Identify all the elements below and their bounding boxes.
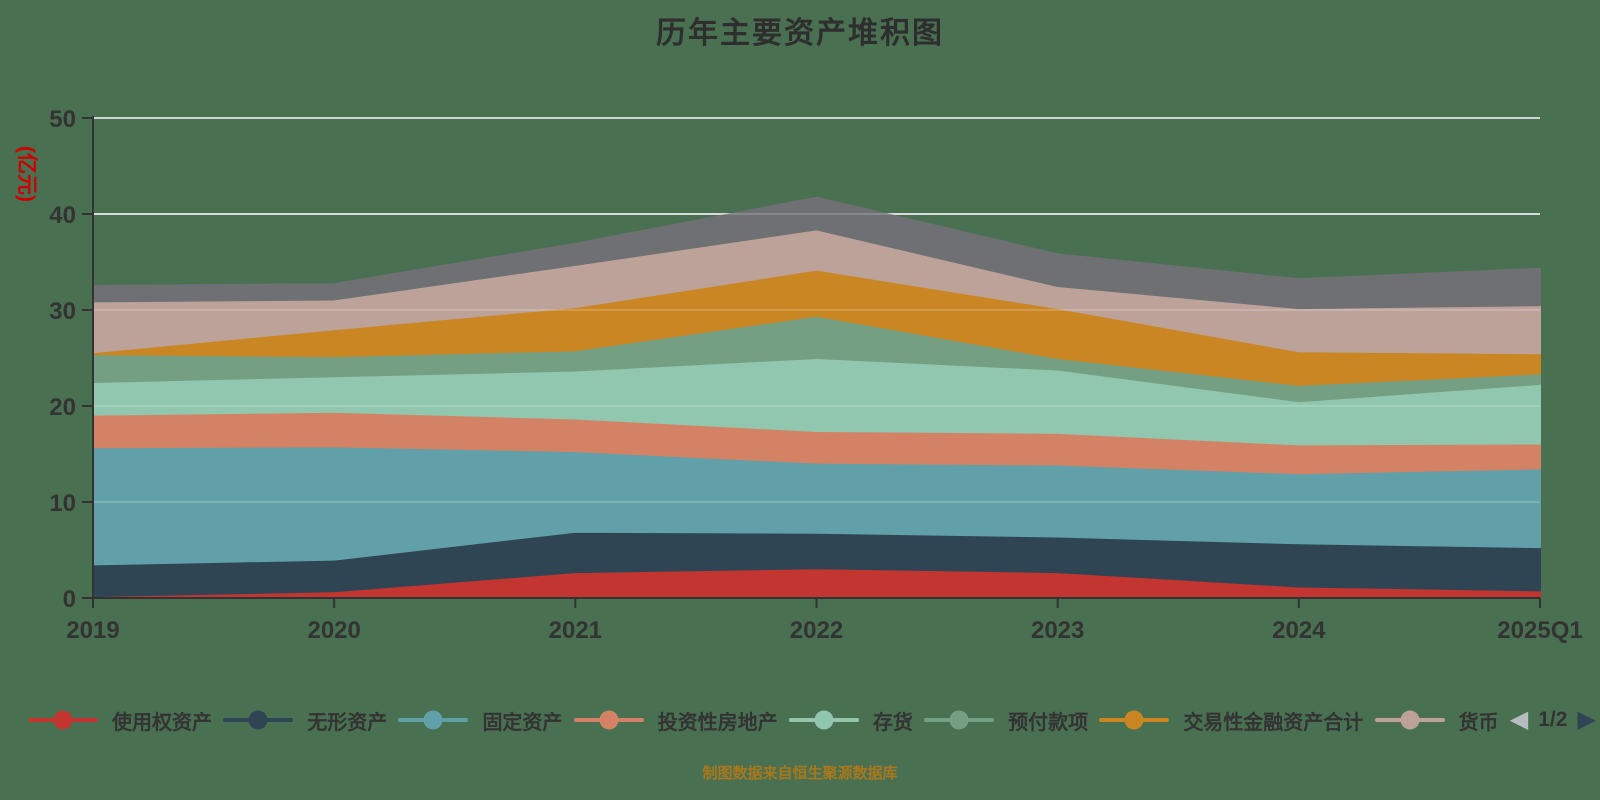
legend-line-icon bbox=[28, 710, 98, 730]
legend-item-4[interactable]: 投资性房地产 bbox=[573, 706, 778, 735]
y-axis-tick-label: 30 bbox=[49, 298, 76, 325]
x-axis-tick-label: 2021 bbox=[549, 617, 602, 644]
legend: 使用权资产 无形资产 固定资产 投资性房地产 存货 预付款项 交易性金融资产合计 货币 ◀ 1… bbox=[28, 700, 1596, 740]
legend-dot-icon bbox=[814, 710, 834, 730]
y-axis-tick-label: 50 bbox=[49, 106, 76, 133]
legend-dot-icon bbox=[599, 710, 619, 730]
legend-line-icon bbox=[573, 710, 644, 730]
axes bbox=[82, 116, 1541, 608]
chart-title: 历年主要资产堆积图 bbox=[656, 17, 944, 50]
legend-dot-icon bbox=[53, 710, 73, 730]
legend-label: 投资性房地产 bbox=[657, 711, 778, 734]
x-axis-tick-label: 2024 bbox=[1272, 617, 1326, 644]
legend-line-icon bbox=[1099, 710, 1170, 730]
legend-item-6[interactable]: 预付款项 bbox=[924, 706, 1088, 735]
legend-label: 交易性金融资产合计 bbox=[1183, 711, 1364, 734]
legend-item-1[interactable]: 使用权资产 bbox=[28, 706, 212, 735]
y-axis-tick-label: 20 bbox=[49, 394, 76, 421]
legend-dot-icon bbox=[248, 710, 268, 730]
legend-line-icon bbox=[398, 710, 469, 730]
legend-label: 货币 bbox=[1458, 711, 1499, 734]
stacked-area-chart: 0 10 20 30 40 50 2019 2020 2021 2022 2023 2024 2025Q… bbox=[49, 106, 1582, 644]
legend-item-2[interactable]: 无形资产 bbox=[223, 706, 387, 735]
axis-labels: 0 10 20 30 40 50 2019 2020 2021 2022 2023 2024 2025Q… bbox=[49, 106, 1582, 644]
legend-line-icon bbox=[223, 710, 294, 730]
x-axis-tick-label: 2023 bbox=[1031, 617, 1084, 644]
legend-label: 使用权资产 bbox=[112, 711, 212, 734]
legend-prev-icon[interactable]: ◀ bbox=[1509, 706, 1529, 733]
legend-page-indicator: 1/2 bbox=[1538, 708, 1568, 731]
legend-dot-icon bbox=[423, 710, 443, 730]
series-areas bbox=[92, 196, 1541, 599]
legend-item-7[interactable]: 交易性金融资产合计 bbox=[1099, 706, 1363, 735]
legend-label: 无形资产 bbox=[307, 711, 388, 734]
legend-item-8[interactable]: 货币 bbox=[1374, 706, 1499, 735]
legend-item-5[interactable]: 存货 bbox=[788, 706, 913, 735]
series-area-9[interactable] bbox=[92, 196, 1541, 310]
legend-item-3[interactable]: 固定资产 bbox=[398, 706, 562, 735]
gridline-overlays bbox=[93, 213, 1540, 503]
legend-dot-icon bbox=[1124, 710, 1144, 730]
x-axis-tick-label: 2025Q1 bbox=[1497, 617, 1582, 644]
legend-label: 预付款项 bbox=[1008, 711, 1089, 734]
legend-line-icon bbox=[1374, 710, 1445, 730]
legend-line-icon bbox=[924, 710, 995, 730]
legend-dot-icon bbox=[949, 710, 969, 730]
legend-label: 固定资产 bbox=[482, 711, 563, 734]
data-source-note: 制图数据来自恒生聚源数据库 bbox=[702, 765, 898, 782]
legend-line-icon bbox=[788, 710, 859, 730]
legend-pager: ◀ 1/2 ▶ bbox=[1510, 708, 1596, 732]
x-axis-tick-label: 2022 bbox=[790, 617, 843, 644]
legend-next-icon[interactable]: ▶ bbox=[1577, 706, 1596, 733]
y-axis-tick-label: 40 bbox=[49, 202, 76, 229]
legend-dot-icon bbox=[1400, 710, 1420, 730]
x-axis-tick-label: 2020 bbox=[307, 617, 360, 644]
y-axis-tick-label: 0 bbox=[63, 586, 76, 613]
y-axis-tick-label: 10 bbox=[49, 490, 76, 517]
x-axis-tick-label: 2019 bbox=[66, 617, 119, 644]
legend-label: 存货 bbox=[872, 711, 913, 734]
